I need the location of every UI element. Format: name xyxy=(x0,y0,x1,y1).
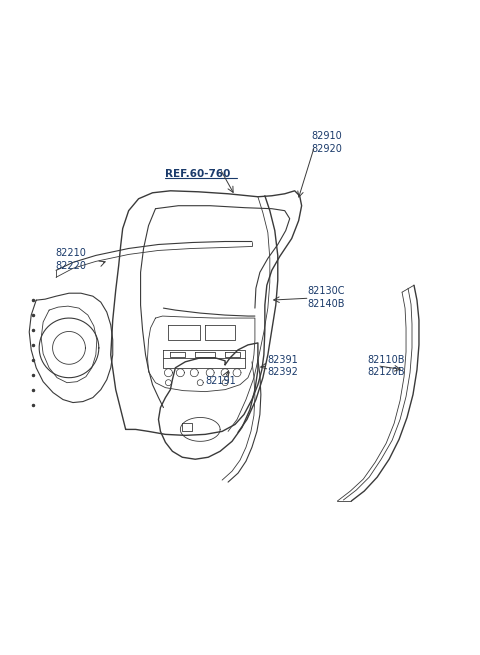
Text: 82191: 82191 xyxy=(205,376,236,386)
Text: 82910
82920: 82910 82920 xyxy=(312,131,342,153)
Text: 82210
82220: 82210 82220 xyxy=(55,248,86,271)
Text: 82110B
82120B: 82110B 82120B xyxy=(367,355,405,377)
Text: 82391
82392: 82391 82392 xyxy=(268,355,299,377)
Text: 82130C
82140B: 82130C 82140B xyxy=(308,286,345,309)
Text: REF.60-760: REF.60-760 xyxy=(166,169,231,179)
